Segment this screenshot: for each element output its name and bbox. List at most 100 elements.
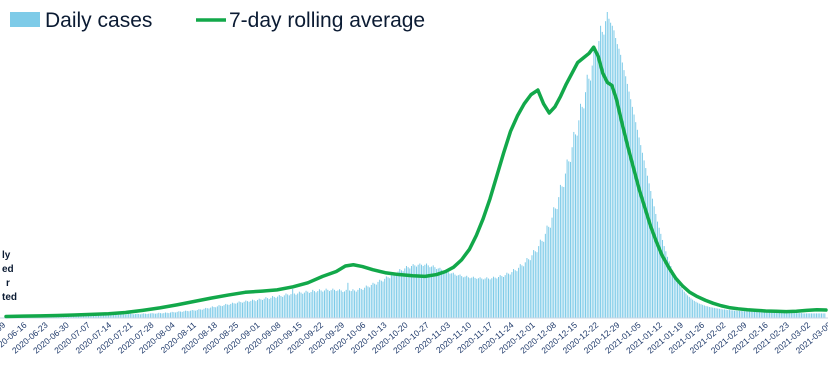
bar: [302, 294, 303, 318]
legend-swatch-daily-cases: [10, 12, 40, 27]
bar: [374, 284, 375, 318]
bar: [319, 289, 320, 318]
bar: [520, 264, 521, 318]
bar: [811, 313, 812, 318]
bar: [598, 41, 599, 318]
bar: [742, 311, 743, 318]
bar: [485, 279, 486, 318]
bar: [128, 314, 129, 318]
bar: [635, 122, 636, 318]
bar: [495, 278, 496, 318]
bar: [235, 304, 236, 318]
bar: [198, 309, 199, 318]
bar: [371, 285, 372, 318]
bar: [500, 275, 501, 318]
bar: [359, 288, 360, 318]
bar: [476, 279, 477, 318]
bar: [704, 305, 705, 318]
bar: [381, 281, 382, 318]
legend: Daily cases 7-day rolling average: [10, 9, 425, 32]
bar: [132, 314, 133, 318]
bar: [618, 49, 619, 318]
bar: [142, 314, 143, 318]
bar: [804, 313, 805, 318]
bar: [726, 310, 727, 318]
bar: [592, 66, 593, 318]
bar: [697, 303, 698, 318]
bar: [610, 23, 611, 318]
bar: [215, 307, 216, 318]
bar: [776, 313, 777, 318]
bar: [716, 308, 717, 318]
bar: [270, 298, 271, 318]
bar: [744, 311, 745, 318]
bar: [125, 315, 126, 318]
bar: [183, 311, 184, 318]
bar: [823, 313, 824, 318]
bar: [143, 313, 144, 318]
bar: [717, 309, 718, 318]
bar: [567, 159, 568, 318]
bar: [801, 313, 802, 318]
bar: [593, 49, 594, 318]
bar: [680, 287, 681, 318]
bar: [205, 308, 206, 318]
bar: [722, 309, 723, 318]
bar: [341, 290, 342, 318]
bar: [684, 292, 685, 318]
bar: [781, 313, 782, 318]
bar: [342, 292, 343, 318]
bar: [297, 294, 298, 318]
bar: [389, 278, 390, 318]
bar: [254, 300, 255, 318]
bar: [207, 308, 208, 318]
bar: [806, 313, 807, 318]
bar: [774, 312, 775, 318]
bar: [224, 305, 225, 318]
bar: [123, 314, 124, 318]
bar: [237, 303, 238, 318]
bar: [788, 313, 789, 318]
bar: [798, 313, 799, 318]
bar: [675, 278, 676, 318]
bar: [639, 137, 640, 318]
bar: [165, 312, 166, 318]
bar: [304, 293, 305, 318]
bar: [446, 270, 447, 318]
bar: [212, 306, 213, 318]
bar: [746, 311, 747, 318]
bar: [282, 297, 283, 318]
bar: [398, 271, 399, 318]
bar: [547, 226, 548, 318]
bar: [214, 307, 215, 318]
bar: [379, 280, 380, 318]
bar: [550, 228, 551, 318]
bar: [421, 265, 422, 318]
bar: [508, 274, 509, 318]
bar: [647, 176, 648, 318]
bar: [290, 294, 291, 318]
x-ticks: 2020-06-092020-06-162020-06-232020-06-30…: [0, 320, 828, 356]
bar: [582, 107, 583, 318]
bar: [814, 313, 815, 318]
bar: [747, 312, 748, 318]
bar: [607, 12, 608, 318]
bar: [401, 270, 402, 318]
bar: [690, 298, 691, 318]
bar: [659, 228, 660, 318]
bar: [239, 301, 240, 318]
bar: [695, 302, 696, 318]
bar: [289, 295, 290, 318]
bar: [317, 291, 318, 318]
bar: [565, 174, 566, 318]
bar: [157, 313, 158, 318]
bar: [737, 311, 738, 318]
bar: [540, 240, 541, 318]
bar: [756, 312, 757, 318]
bar: [229, 305, 230, 318]
bar: [632, 107, 633, 318]
bar: [269, 299, 270, 318]
bar: [818, 313, 819, 318]
bar: [712, 308, 713, 318]
